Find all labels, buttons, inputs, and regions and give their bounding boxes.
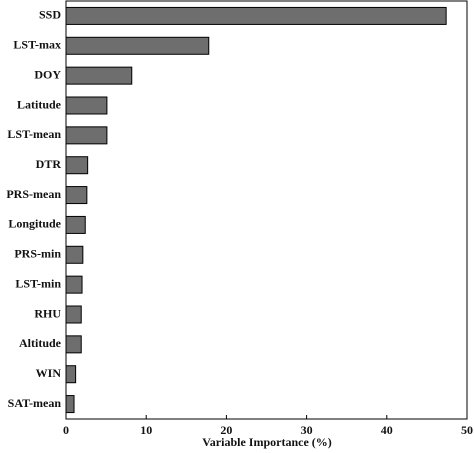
y-tick-label: LST-max xyxy=(13,38,61,52)
y-tick-label: SSD xyxy=(39,8,61,22)
x-tick-label: 10 xyxy=(140,423,152,437)
bar xyxy=(65,36,210,55)
bar xyxy=(65,335,82,354)
y-tick-label: LST-mean xyxy=(7,127,61,141)
y-tick-label: DTR xyxy=(36,157,62,171)
bar xyxy=(65,215,86,234)
y-tick-label: PRS-mean xyxy=(6,187,61,201)
y-tick-label: Longitude xyxy=(8,217,61,231)
bar xyxy=(65,365,77,384)
bar xyxy=(65,126,108,145)
bar xyxy=(65,395,75,414)
y-tick-label: Altitude xyxy=(19,336,62,350)
bar xyxy=(65,186,88,205)
y-tick-label: PRS-min xyxy=(14,247,61,261)
bar xyxy=(65,96,108,115)
y-tick-label: LST-min xyxy=(15,276,61,290)
x-tick-label: 20 xyxy=(220,423,232,437)
x-axis-label: Variable Importance (%) xyxy=(202,435,332,449)
bar xyxy=(65,6,447,25)
bar xyxy=(65,66,133,85)
bar xyxy=(65,275,83,294)
plot-frame xyxy=(65,0,468,420)
bar xyxy=(65,245,84,264)
bar xyxy=(65,156,89,175)
y-tick-label: SAT-mean xyxy=(8,396,62,410)
bar xyxy=(65,305,82,324)
x-tick-label: 30 xyxy=(301,423,313,437)
y-tick-label: DOY xyxy=(34,67,61,81)
x-tick-label: 40 xyxy=(381,423,393,437)
x-tick-label: 0 xyxy=(63,423,69,437)
y-tick-label: WIN xyxy=(36,366,62,380)
y-tick-label: RHU xyxy=(34,306,61,320)
y-tick-label: Latitude xyxy=(17,97,62,111)
x-tick-label: 50 xyxy=(461,423,473,437)
